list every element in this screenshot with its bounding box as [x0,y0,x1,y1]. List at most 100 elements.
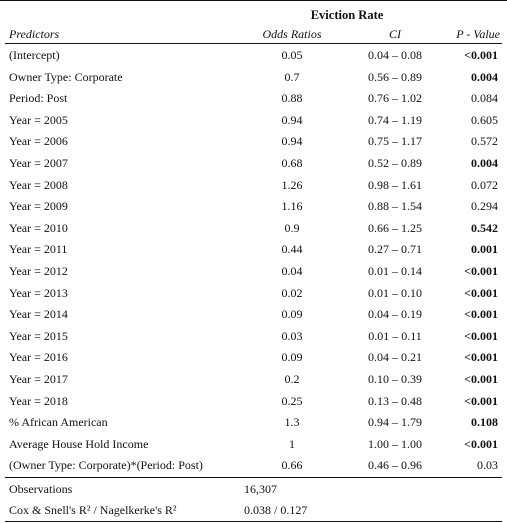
column-header-p-value: P - Value [456,27,500,41]
table-row: Year = 2012 0.04 0.01 – 0.14 <0.001 [0,261,507,283]
ci-cell: 0.01 – 0.14 [368,263,422,278]
p-value-cell: 0.03 [477,458,498,473]
predictor-cell: (Intercept) [9,48,60,62]
predictor-cell: Year = 2018 [9,393,68,408]
column-header-odds-ratios: Odds Ratios [262,27,322,41]
ci-cell: 0.13 – 0.48 [368,393,422,408]
odds-ratio-cell: 0.94 [281,112,303,127]
p-value-cell: 0.072 [471,177,498,192]
odds-ratio-cell: 0.09 [281,350,303,365]
table-row: Owner Type: Corporate 0.7 0.56 – 0.89 0.004 [0,67,507,89]
ci-cell: 0.52 – 0.89 [368,155,422,170]
ci-cell: 0.56 – 0.89 [368,69,422,84]
r2-value: 0.038 / 0.127 [244,503,308,517]
bottom-rule [5,521,502,522]
predictor-cell: Year = 2005 [9,112,68,127]
predictor-cell: Year = 2017 [9,371,68,386]
predictor-cell: (Owner Type: Corporate)*(Period: Post) [9,458,203,473]
predictor-cell: Owner Type: Corporate [9,69,123,84]
table-row: Year = 2011 0.44 0.27 – 0.71 0.001 [0,239,507,261]
table-row: % African American 1.3 0.94 – 1.79 0.108 [0,412,507,434]
table-row: (Owner Type: Corporate)*(Period: Post) 0.… [0,455,507,477]
ci-cell: 0.04 – 0.08 [368,48,422,62]
predictor-cell: Year = 2015 [9,328,68,343]
p-value-cell: 0.605 [471,112,498,127]
table-row: Year = 2017 0.2 0.10 – 0.39 <0.001 [0,369,507,391]
p-value-cell: 0.004 [471,69,498,84]
table-body: (Intercept) 0.05 0.04 – 0.08 <0.001 Owner Ty… [0,45,507,477]
ci-cell: 1.00 – 1.00 [368,436,422,451]
predictor-cell: Year = 2010 [9,220,68,235]
table-row: Year = 2016 0.09 0.04 – 0.21 <0.001 [0,347,507,369]
p-value-cell: <0.001 [464,436,498,451]
odds-ratio-cell: 0.66 [281,458,303,473]
predictor-cell: Year = 2016 [9,350,68,365]
predictor-cell: Year = 2014 [9,307,68,322]
ci-cell: 0.01 – 0.11 [368,328,422,343]
ci-cell: 0.94 – 1.79 [368,415,422,430]
ci-cell: 0.10 – 0.39 [368,371,422,386]
p-value-cell: <0.001 [464,48,498,62]
ci-cell: 0.27 – 0.71 [368,242,422,257]
ci-cell: 0.76 – 1.02 [368,91,422,106]
table-row: Year = 2014 0.09 0.04 – 0.19 <0.001 [0,304,507,326]
odds-ratio-cell: 0.2 [284,371,300,386]
observations-value: 16,307 [244,482,277,496]
predictor-cell: Year = 2007 [9,155,68,170]
table-row: (Intercept) 0.05 0.04 – 0.08 <0.001 [0,45,507,67]
body-bottom-rule [5,477,502,478]
table-row: Period: Post 0.88 0.76 – 1.02 0.084 [0,88,507,110]
p-value-cell: 0.004 [471,155,498,170]
predictor-cell: Year = 2009 [9,199,68,214]
table-row: Year = 2009 1.16 0.88 – 1.54 0.294 [0,196,507,218]
odds-ratio-cell: 0.94 [281,134,303,149]
ci-cell: 0.66 – 1.25 [368,220,422,235]
odds-ratio-cell: 1.3 [284,415,300,430]
p-value-cell: <0.001 [464,263,498,278]
ci-cell: 0.46 – 0.96 [368,458,422,473]
p-value-cell: 0.542 [471,220,498,235]
predictor-cell: Year = 2006 [9,134,68,149]
p-value-cell: 0.084 [471,91,498,106]
odds-ratio-cell: 0.7 [284,69,300,84]
observations-row: Observations 16,307 [0,479,507,500]
r2-row: Cox & Snell's R² / Nagelkerke's R² 0.038… [0,500,507,521]
table-row: Year = 2006 0.94 0.75 – 1.17 0.572 [0,131,507,153]
p-value-cell: 0.108 [471,415,498,430]
p-value-cell: <0.001 [464,393,498,408]
predictor-cell: Year = 2011 [9,242,68,257]
odds-ratio-cell: 1.26 [281,177,303,192]
ci-cell: 0.98 – 1.61 [368,177,422,192]
predictor-cell: Period: Post [9,91,68,106]
outcome-title: Eviction Rate [310,8,384,22]
ci-cell: 0.74 – 1.19 [368,112,422,127]
odds-ratio-cell: 0.05 [281,48,303,62]
odds-ratio-cell: 0.9 [284,220,300,235]
table-row: Year = 2013 0.02 0.01 – 0.10 <0.001 [0,283,507,305]
header-rule [5,43,502,44]
p-value-cell: <0.001 [464,371,498,386]
table-row: Year = 2015 0.03 0.01 – 0.11 <0.001 [0,326,507,348]
ci-cell: 0.01 – 0.10 [368,285,422,300]
odds-ratio-cell: 1 [289,436,295,451]
ci-cell: 0.04 – 0.21 [368,350,422,365]
odds-ratio-cell: 0.68 [281,155,303,170]
r2-label: Cox & Snell's R² / Nagelkerke's R² [9,503,177,517]
odds-ratio-cell: 0.09 [281,307,303,322]
observations-label: Observations [9,482,73,496]
model-summary: Observations 16,307 Cox & Snell's R² / N… [0,479,507,521]
p-value-cell: <0.001 [464,350,498,365]
column-header-predictors: Predictors [9,27,60,41]
table-row: Year = 2008 1.26 0.98 – 1.61 0.072 [0,175,507,197]
table-row: Average House Hold Income 1 1.00 – 1.00 <0.… [0,434,507,456]
p-value-cell: 0.572 [471,134,498,149]
p-value-cell: <0.001 [464,307,498,322]
p-value-cell: <0.001 [464,285,498,300]
column-header-ci: CI [389,27,401,41]
p-value-cell: 0.294 [471,199,498,214]
table-row: Year = 2005 0.94 0.74 – 1.19 0.605 [0,110,507,132]
predictor-cell: Year = 2008 [9,177,68,192]
table-row: Year = 2010 0.9 0.66 – 1.25 0.542 [0,218,507,240]
ci-cell: 0.88 – 1.54 [368,199,422,214]
odds-ratio-cell: 0.44 [281,242,303,257]
